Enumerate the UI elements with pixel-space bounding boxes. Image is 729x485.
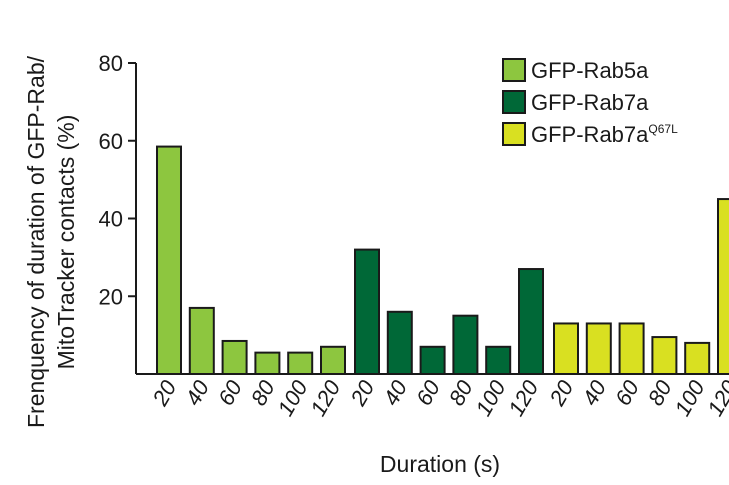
x-tick-label-group2-100: 100 [471,375,511,420]
legend-swatch-rab5a [502,58,526,82]
bar-group3-20 [553,322,579,375]
legend: GFP-Rab5a GFP-Rab7a GFP-Rab7aQ67L [502,58,678,147]
y-axis-title-line-2: MitoTracker contacts (%) [53,115,79,370]
bar-group3-120 [717,198,729,375]
x-tick-label-group2-40: 40 [378,375,412,409]
y-tick-label-80: 80 [99,51,123,76]
bar-group3-60 [618,322,645,375]
bar-group1-100 [287,351,314,375]
bars [156,145,729,376]
bar-group2-20 [354,248,380,376]
y-axis-title-line-1: Frenquency of duration of GFP-Rab/ [23,55,49,428]
x-tick-label-group3-60: 60 [610,375,644,409]
legend-label-rab7a-q67l-base: GFP-Rab7a [531,122,649,147]
bar-group3-40 [585,322,612,375]
legend-label-rab7a: GFP-Rab7a [531,90,649,115]
legend-swatch-rab7a [502,90,526,114]
x-tick-label-group3-40: 40 [577,375,611,409]
bar-group1-40 [188,306,215,376]
legend-label-rab7a-q67l-superscript: Q67L [648,122,678,136]
y-tick-label-40: 40 [99,207,123,232]
x-tick-label-group2-120: 120 [503,375,543,420]
bar-group2-60 [419,345,446,376]
x-tick-label-group2-20: 20 [345,375,380,410]
y-tick-label-60: 60 [99,129,123,154]
y-ticks: 20 40 60 80 [99,51,136,309]
bar-group2-120 [518,268,544,376]
bar-group2-100 [485,345,512,376]
x-tick-label-group1-60: 60 [213,375,247,409]
bar-group1-60 [221,339,248,375]
legend-label-rab5a: GFP-Rab5a [531,58,649,83]
bar-group3-100 [684,341,711,375]
x-tick-label-group1-20: 20 [147,375,182,410]
bar-group2-40 [386,310,413,375]
bar-group1-80 [254,351,281,375]
x-tick-label-group3-20: 20 [544,375,579,410]
x-tick-label-group3-100: 100 [670,375,710,420]
y-tick-label-20: 20 [99,284,123,309]
bar-group3-80 [651,336,678,376]
bar-group1-120 [320,345,346,376]
x-tick-label-group1-120: 120 [305,375,345,420]
x-tick-label-group3-120: 120 [702,375,729,420]
x-tick-label-group1-40: 40 [180,375,214,409]
bar-group1-20 [156,145,182,375]
bar-group2-80 [452,314,479,375]
x-axis-title: Duration (s) [380,451,500,477]
legend-label-rab7a-q67l: GFP-Rab7aQ67L [531,122,678,147]
y-axis-title: Frenquency of duration of GFP-Rab/ MitoT… [23,55,79,428]
x-tick-label-group1-100: 100 [273,375,313,420]
legend-swatch-rab7a-q67l [502,122,526,146]
x-tick-label-group2-60: 60 [411,375,445,409]
